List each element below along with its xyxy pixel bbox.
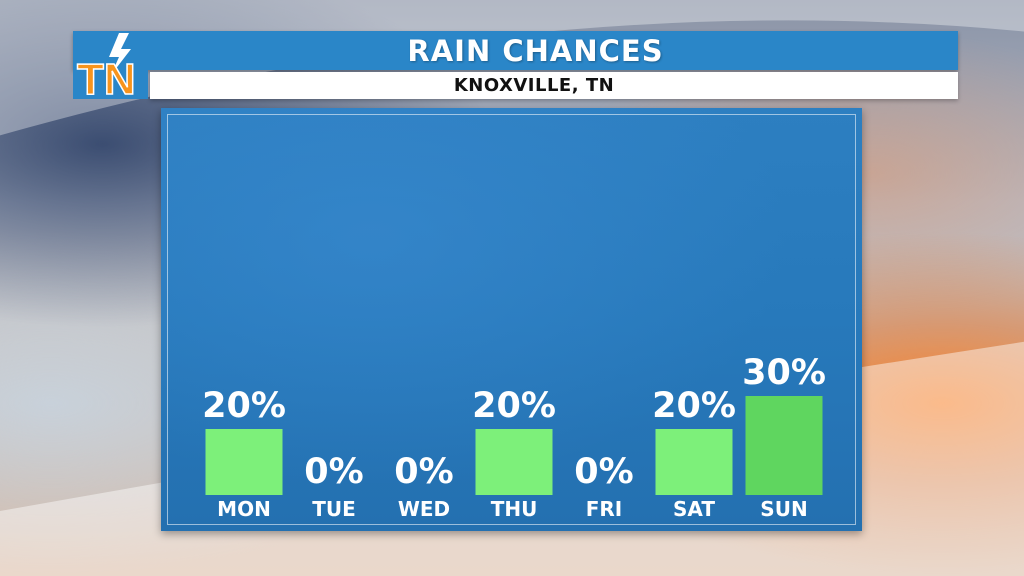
value-label-mon: 20% xyxy=(202,386,286,426)
value-label-tue: 0% xyxy=(304,452,363,492)
value-label-sat: 20% xyxy=(652,386,736,426)
chart-title: RAIN CHANCES xyxy=(407,33,664,68)
location-subtitle: KNOXVILLE, TN xyxy=(453,75,615,96)
station-logo: TN xyxy=(73,31,148,99)
bar-mon xyxy=(205,429,283,495)
value-label-thu: 20% xyxy=(472,386,556,426)
bar-sun xyxy=(745,396,823,495)
rain-chance-chart: 20% MON 0% TUE 0% WED 20% THU 0% FRI 20% SAT 30% SUN xyxy=(202,353,826,521)
day-label-wed: WED xyxy=(398,497,450,521)
value-label-wed: 0% xyxy=(394,452,453,492)
chart-panel: 20% MON 0% TUE 0% WED 20% THU 0% FRI 20% SAT 30% SUN xyxy=(161,108,862,531)
day-label-tue: TUE xyxy=(312,497,356,521)
logo-graphic: TN xyxy=(76,33,136,99)
value-label-fri: 0% xyxy=(574,452,633,492)
day-label-sun: SUN xyxy=(760,497,807,521)
day-label-thu: THU xyxy=(491,497,538,521)
logo-text: TN xyxy=(77,55,136,99)
value-label-sun: 30% xyxy=(742,353,826,393)
lightning-bolt-icon xyxy=(109,33,131,75)
subtitle-bar: KNOXVILLE, TN xyxy=(150,72,958,99)
day-label-fri: FRI xyxy=(586,497,623,521)
day-label-mon: MON xyxy=(217,497,271,521)
bar-sat xyxy=(655,429,733,495)
day-label-sat: SAT xyxy=(673,497,715,521)
title-bar: RAIN CHANCES xyxy=(73,31,958,70)
bar-thu xyxy=(475,429,553,495)
